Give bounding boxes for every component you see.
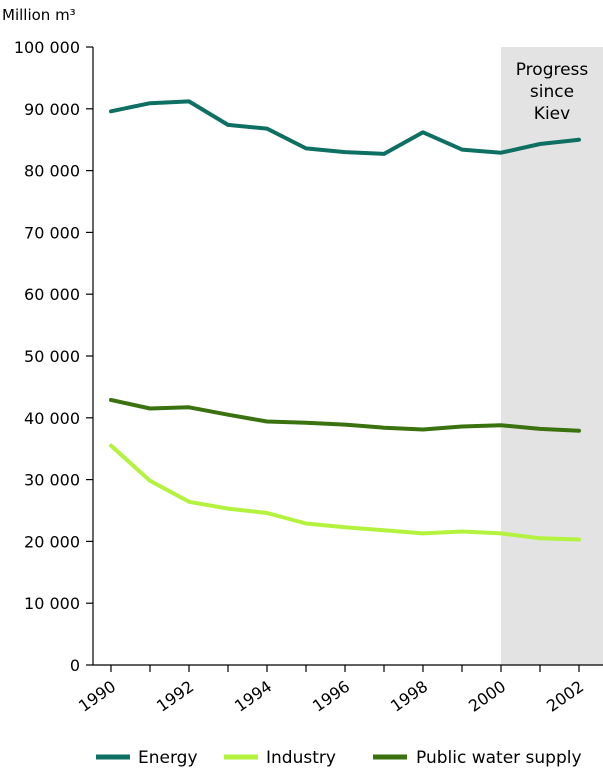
- x-tick-label: 2002: [543, 677, 587, 716]
- y-tick-label: 0: [70, 656, 80, 675]
- y-tick-label: 100 000: [14, 38, 80, 57]
- y-tick-label: 20 000: [24, 532, 80, 551]
- chart-legend: Energy Industry Public water supply: [96, 748, 582, 768]
- legend-label-industry: Industry: [266, 748, 336, 768]
- x-tick-label: 1998: [387, 677, 431, 716]
- progress-since-kiev-shaded-region: [501, 47, 603, 665]
- x-tick-label: 1992: [153, 677, 197, 716]
- y-tick-label: 80 000: [24, 162, 80, 181]
- shaded-region-label-line: since: [530, 82, 574, 102]
- legend-label-public-water-supply: Public water supply: [416, 748, 582, 768]
- y-tick-label: 10 000: [24, 594, 80, 613]
- y-tick-label: 30 000: [24, 471, 80, 490]
- y-axis-ticks: 0 10 000 20 000 30 000 40 000 50 000 60 000 70 …: [14, 38, 93, 675]
- series-line-public-water-supply: [109, 397, 581, 433]
- x-tick-label: 1996: [309, 677, 353, 716]
- x-tick-label: 1994: [231, 677, 275, 716]
- chart-axes: [92, 47, 603, 666]
- x-axis-ticks: 1990 1992 1994 1996 1998 2000 2002: [75, 665, 587, 716]
- y-tick-label: 60 000: [24, 285, 80, 304]
- y-axis-unit-label: Million m³: [2, 6, 76, 24]
- series-line-energy: [109, 99, 581, 156]
- x-tick-label: 1990: [75, 677, 119, 716]
- shaded-region-label-line: Kiev: [534, 104, 570, 124]
- y-tick-label: 70 000: [24, 223, 80, 242]
- y-tick-label: 40 000: [24, 409, 80, 428]
- series-line-industry: [109, 443, 581, 542]
- y-tick-label: 50 000: [24, 347, 80, 366]
- legend-label-energy: Energy: [138, 748, 198, 768]
- series-lines: [109, 99, 581, 542]
- shaded-region-label-line: Progress: [516, 60, 589, 80]
- x-tick-label: 2000: [465, 677, 509, 716]
- y-tick-label: 90 000: [24, 100, 80, 119]
